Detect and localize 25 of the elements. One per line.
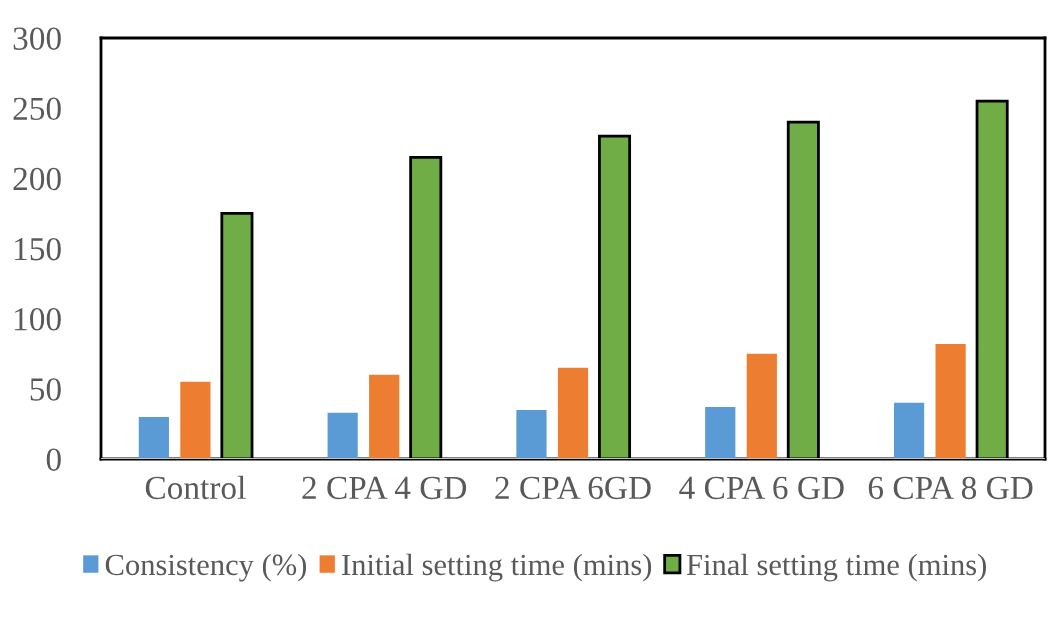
bar	[369, 374, 400, 459]
bar	[935, 343, 966, 459]
bar	[557, 367, 589, 459]
x-tick-label: 2 CPA 4 GD	[302, 476, 467, 500]
y-tick-label: 200	[13, 167, 61, 191]
y-tick-label: 50	[30, 378, 61, 401]
x-tick-label: Control	[145, 475, 246, 500]
bar	[180, 381, 211, 459]
x-tick-label: 4 CPA 6 GD	[679, 476, 844, 500]
bar	[516, 409, 547, 459]
bar	[138, 416, 169, 459]
legend-label: Initial setting time (mins)	[342, 553, 652, 582]
x-tick-label: 2 CPA 6GD	[495, 476, 651, 500]
y-tick-label: 100	[15, 308, 61, 331]
bar	[327, 412, 358, 459]
legend-label: Final setting time (mins)	[686, 553, 986, 582]
legend-label: Consistency (%)	[105, 553, 307, 582]
bar	[746, 353, 777, 459]
x-tick-label: 6 CPA 8 GD	[868, 476, 1033, 500]
bar	[893, 402, 925, 459]
y-tick-label: 150	[15, 237, 61, 261]
y-tick-label: 300	[13, 27, 61, 50]
bar	[705, 407, 736, 459]
y-tick-label: 250	[13, 97, 61, 121]
y-tick-label: 0	[46, 448, 61, 471]
